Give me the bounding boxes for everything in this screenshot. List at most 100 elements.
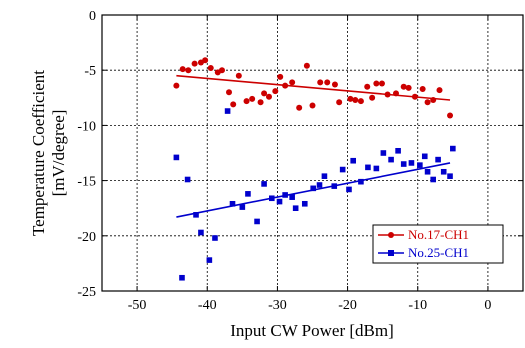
series-1-point — [282, 82, 289, 89]
series-1-point — [369, 94, 376, 101]
series-2-point — [212, 235, 218, 241]
series-1-point — [357, 98, 364, 105]
series-2-point — [239, 204, 246, 210]
series-2 — [173, 108, 456, 281]
y-tick-label: -5 — [84, 64, 96, 79]
series-1-point — [424, 99, 431, 106]
series-1-point — [392, 90, 399, 97]
series-2-point — [198, 229, 204, 236]
series-1-point — [352, 97, 359, 104]
y-axis-title: Temperature Coefficient — [29, 70, 48, 236]
series-2-point — [184, 176, 191, 183]
series-1-point — [173, 82, 180, 89]
series-2-point — [380, 150, 387, 156]
series-2-point — [179, 274, 185, 281]
series-2-point — [339, 166, 346, 173]
y-tick-label: -10 — [77, 119, 96, 134]
series-2-point — [261, 181, 267, 187]
series-2-point — [450, 145, 456, 152]
series-2-point — [447, 173, 453, 179]
series-2-point — [289, 194, 295, 200]
series-2-point — [193, 212, 199, 218]
series-1-point — [364, 83, 371, 90]
series-1-point — [347, 95, 354, 102]
legend: No.17-CH1 No.25-CH1 — [372, 224, 504, 264]
series-2-point — [421, 153, 428, 160]
series-2-point — [282, 192, 288, 198]
series-1-point — [317, 79, 324, 86]
series-1-point — [303, 62, 310, 69]
series-2-point — [229, 200, 236, 207]
series-1-point — [289, 79, 296, 86]
series-2-point — [430, 176, 436, 183]
series-1-point — [191, 60, 198, 67]
series-2-point — [346, 186, 352, 193]
series-2-point — [310, 185, 317, 192]
legend-label-series-1: No.17-CH1 — [408, 227, 469, 242]
series-1-point — [430, 97, 437, 104]
x-tick-label: -30 — [268, 298, 287, 313]
x-axis-title: Input CW Power [dBm] — [230, 321, 394, 340]
series-2-point — [245, 191, 251, 197]
series-2-point — [269, 195, 275, 202]
series-2-point — [424, 168, 431, 175]
y-tick-label: 0 — [89, 9, 96, 24]
series-2-point — [224, 108, 231, 114]
series-2-point — [400, 161, 407, 167]
series-1-point — [261, 90, 268, 97]
series-1-point — [405, 84, 412, 91]
series-1-point — [324, 79, 331, 86]
series-1-point — [277, 73, 284, 80]
series-2-point — [435, 156, 441, 163]
legend-label-series-2: No.25-CH1 — [408, 245, 469, 260]
series-1-point — [185, 67, 192, 74]
legend-box — [372, 224, 504, 264]
y-axis-unit: [mV/degree] — [49, 110, 68, 197]
series-1-point — [218, 67, 225, 74]
series-1-point — [331, 81, 338, 88]
series-1-fit-line — [176, 74, 451, 101]
series-1-point — [230, 101, 237, 108]
series-2-point — [292, 205, 299, 211]
series-1 — [173, 57, 454, 119]
series-2-point — [321, 173, 328, 179]
series-1-point — [235, 72, 242, 79]
series-2-point — [395, 147, 401, 154]
series-1-point — [419, 85, 426, 92]
series-2-point — [350, 157, 356, 164]
series-2-point — [358, 178, 364, 185]
series-2-point — [331, 183, 338, 189]
series-1-point — [226, 89, 233, 96]
x-tick-label: -50 — [128, 298, 147, 313]
series-1-point — [296, 104, 303, 111]
series-1-point — [202, 57, 209, 64]
series-1-point — [384, 91, 391, 98]
series-2-point — [206, 257, 213, 263]
series-2-point — [173, 154, 180, 161]
plot-frame — [101, 14, 524, 292]
x-tick-label: -10 — [408, 298, 427, 313]
series-1-point — [265, 93, 272, 100]
series-2-point — [417, 162, 423, 168]
series-1-point — [447, 112, 454, 119]
series-1-point — [336, 99, 343, 106]
series-1-point — [272, 88, 279, 95]
axis-ticks: -50 -40 -30 -20 -10 0 0 -5 -10 -15 -20 -25 — [77, 9, 523, 313]
y-tick-label: -15 — [77, 175, 96, 190]
series-1-point — [436, 87, 443, 94]
series-2-point — [373, 165, 380, 172]
series-2-point — [440, 168, 447, 175]
series-2-point — [301, 200, 308, 207]
series-2-point — [316, 182, 323, 188]
series-2-point — [365, 164, 371, 171]
legend-marker-series-2 — [388, 250, 394, 256]
series-1-point — [257, 99, 264, 106]
series-1-point — [400, 83, 407, 90]
series-layer — [173, 57, 456, 281]
series-1-point — [411, 93, 418, 100]
x-tick-label: -40 — [198, 298, 217, 313]
series-1-point — [378, 80, 385, 87]
series-1-point — [207, 64, 214, 71]
series-1-point — [309, 102, 316, 109]
